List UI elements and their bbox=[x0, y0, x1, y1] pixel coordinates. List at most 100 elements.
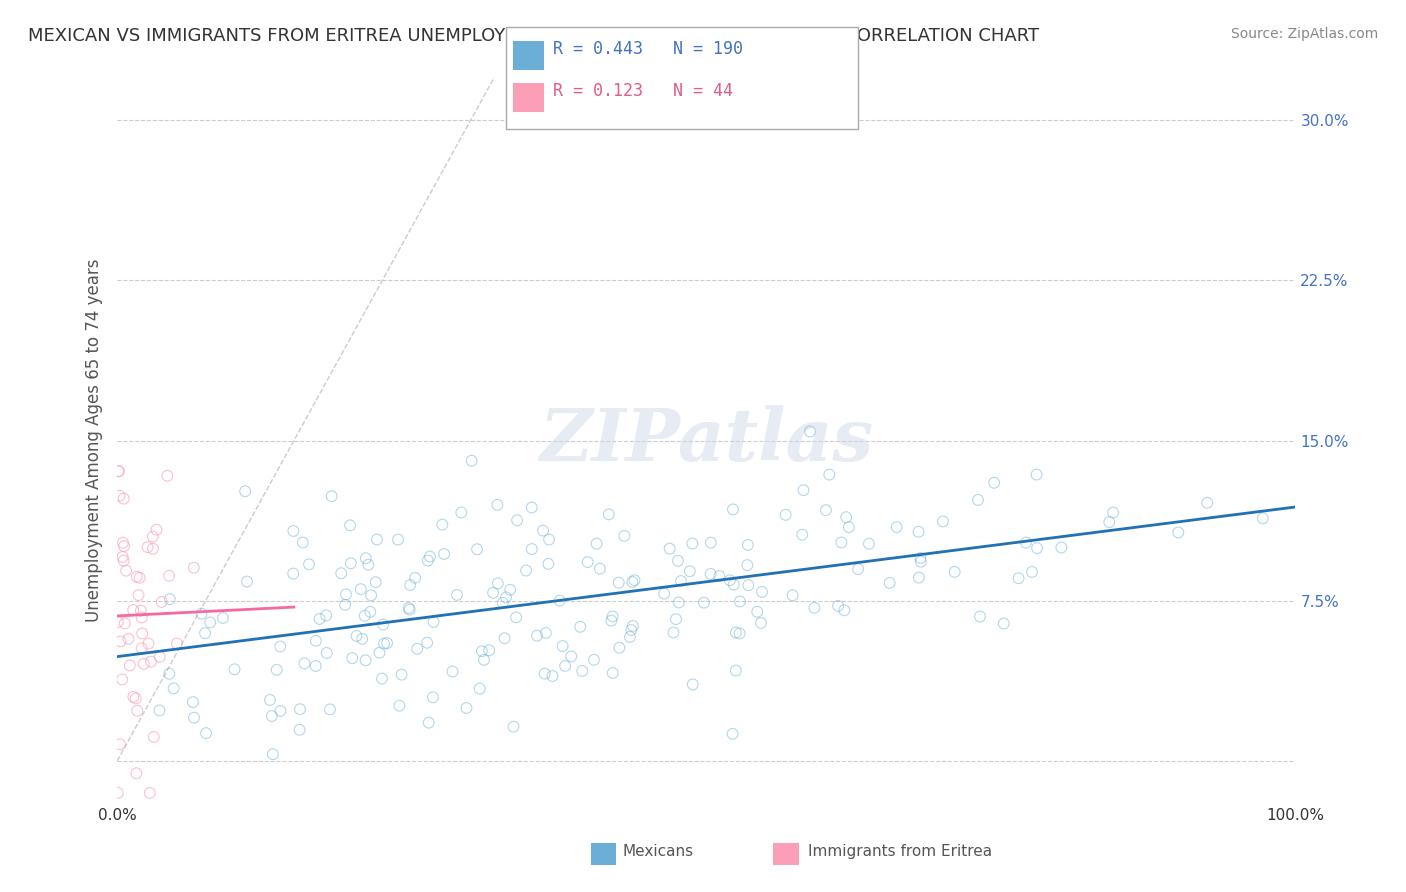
Mexicans bbox=[259, 693, 281, 707]
Immigrants from Eritrea bbox=[149, 649, 172, 664]
Mexicans bbox=[700, 535, 723, 549]
Mexicans bbox=[537, 557, 560, 571]
Immigrants from Eritrea bbox=[112, 539, 135, 553]
Immigrants from Eritrea bbox=[108, 737, 131, 751]
Text: MEXICAN VS IMMIGRANTS FROM ERITREA UNEMPLOYMENT AMONG AGES 65 TO 74 YEARS CORREL: MEXICAN VS IMMIGRANTS FROM ERITREA UNEMP… bbox=[28, 27, 1039, 45]
Mexicans bbox=[613, 529, 636, 543]
Mexicans bbox=[460, 454, 482, 468]
Mexicans bbox=[388, 698, 411, 713]
Immigrants from Eritrea bbox=[136, 540, 159, 554]
Mexicans bbox=[749, 615, 772, 630]
Mexicans bbox=[387, 533, 409, 547]
Mexicans bbox=[582, 653, 605, 667]
Mexicans bbox=[212, 611, 235, 625]
Mexicans bbox=[236, 574, 259, 589]
Mexicans bbox=[658, 541, 681, 556]
Mexicans bbox=[288, 723, 311, 737]
Mexicans bbox=[560, 649, 582, 664]
Mexicans bbox=[432, 517, 454, 532]
Mexicans bbox=[1026, 541, 1049, 555]
Mexicans bbox=[262, 747, 284, 762]
Immigrants from Eritrea bbox=[125, 691, 148, 706]
Immigrants from Eritrea bbox=[157, 568, 180, 582]
Mexicans bbox=[907, 524, 929, 539]
Mexicans bbox=[446, 588, 468, 602]
Mexicans bbox=[718, 573, 741, 587]
Mexicans bbox=[291, 535, 314, 549]
Mexicans bbox=[835, 510, 858, 524]
Mexicans bbox=[506, 513, 529, 527]
Mexicans bbox=[472, 653, 495, 667]
Mexicans bbox=[1098, 515, 1121, 529]
Mexicans bbox=[538, 533, 561, 547]
Mexicans bbox=[858, 537, 880, 551]
Mexicans bbox=[418, 715, 440, 730]
Mexicans bbox=[548, 593, 571, 607]
Mexicans bbox=[943, 565, 966, 579]
Immigrants from Eritrea bbox=[139, 786, 162, 800]
Mexicans bbox=[666, 554, 689, 568]
Mexicans bbox=[398, 602, 420, 616]
Mexicans bbox=[721, 727, 744, 741]
Mexicans bbox=[360, 588, 382, 602]
Mexicans bbox=[441, 665, 464, 679]
Mexicans bbox=[333, 598, 356, 612]
Mexicans bbox=[531, 524, 554, 538]
Mexicans bbox=[162, 681, 184, 696]
Mexicans bbox=[682, 677, 704, 691]
Mexicans bbox=[554, 659, 576, 673]
Mexicans bbox=[456, 701, 478, 715]
Mexicans bbox=[486, 576, 509, 591]
Immigrants from Eritrea bbox=[142, 541, 165, 556]
Mexicans bbox=[571, 664, 593, 678]
Mexicans bbox=[404, 571, 426, 585]
Mexicans bbox=[751, 585, 773, 599]
Mexicans bbox=[723, 577, 745, 591]
Mexicans bbox=[619, 630, 641, 644]
Mexicans bbox=[932, 515, 955, 529]
Mexicans bbox=[357, 558, 380, 572]
Mexicans bbox=[534, 626, 557, 640]
Mexicans bbox=[416, 553, 439, 567]
Mexicans bbox=[354, 653, 377, 667]
Immigrants from Eritrea bbox=[131, 610, 153, 624]
Mexicans bbox=[499, 582, 522, 597]
Mexicans bbox=[1021, 565, 1043, 579]
Immigrants from Eritrea bbox=[114, 616, 136, 631]
Mexicans bbox=[148, 703, 170, 717]
Mexicans bbox=[983, 475, 1005, 490]
Mexicans bbox=[283, 524, 305, 538]
Immigrants from Eritrea bbox=[166, 636, 188, 650]
Mexicans bbox=[181, 695, 204, 709]
Immigrants from Eritrea bbox=[139, 655, 162, 669]
Text: ZIPatlas: ZIPatlas bbox=[540, 405, 873, 476]
Mexicans bbox=[879, 576, 901, 591]
Mexicans bbox=[827, 599, 849, 613]
Mexicans bbox=[737, 538, 759, 552]
Mexicans bbox=[346, 629, 368, 643]
Mexicans bbox=[350, 582, 373, 596]
Mexicans bbox=[993, 616, 1015, 631]
Mexicans bbox=[305, 633, 328, 648]
Mexicans bbox=[846, 562, 869, 576]
Mexicans bbox=[505, 610, 527, 624]
Mexicans bbox=[342, 651, 364, 665]
Mexicans bbox=[775, 508, 797, 522]
Mexicans bbox=[224, 662, 246, 676]
Mexicans bbox=[471, 644, 494, 658]
Mexicans bbox=[589, 562, 612, 576]
Mexicans bbox=[269, 640, 291, 654]
Immigrants from Eritrea bbox=[128, 588, 150, 602]
Mexicans bbox=[494, 632, 516, 646]
Mexicans bbox=[315, 646, 337, 660]
Mexicans bbox=[679, 564, 702, 578]
Mexicans bbox=[319, 702, 342, 716]
Mexicans bbox=[266, 663, 288, 677]
Immigrants from Eritrea bbox=[107, 464, 129, 478]
Immigrants from Eritrea bbox=[111, 549, 134, 564]
Immigrants from Eritrea bbox=[156, 468, 179, 483]
Mexicans bbox=[585, 536, 607, 550]
Mexicans bbox=[422, 690, 444, 705]
Mexicans bbox=[602, 609, 624, 624]
Mexicans bbox=[468, 681, 491, 696]
